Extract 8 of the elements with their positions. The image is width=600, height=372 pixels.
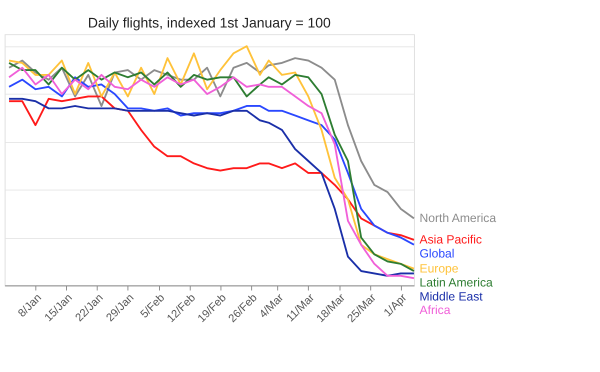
series-label: Europe bbox=[420, 261, 459, 276]
series-label: Asia Pacific bbox=[420, 232, 482, 247]
text: Africa bbox=[420, 303, 451, 318]
series-label: Global bbox=[420, 246, 454, 261]
chart-title: Daily flights, indexed 1st January = 100 bbox=[88, 14, 331, 31]
series-label: Middle East bbox=[420, 289, 484, 304]
series-label: North America bbox=[420, 211, 496, 226]
series-label: Latin America bbox=[420, 275, 493, 290]
